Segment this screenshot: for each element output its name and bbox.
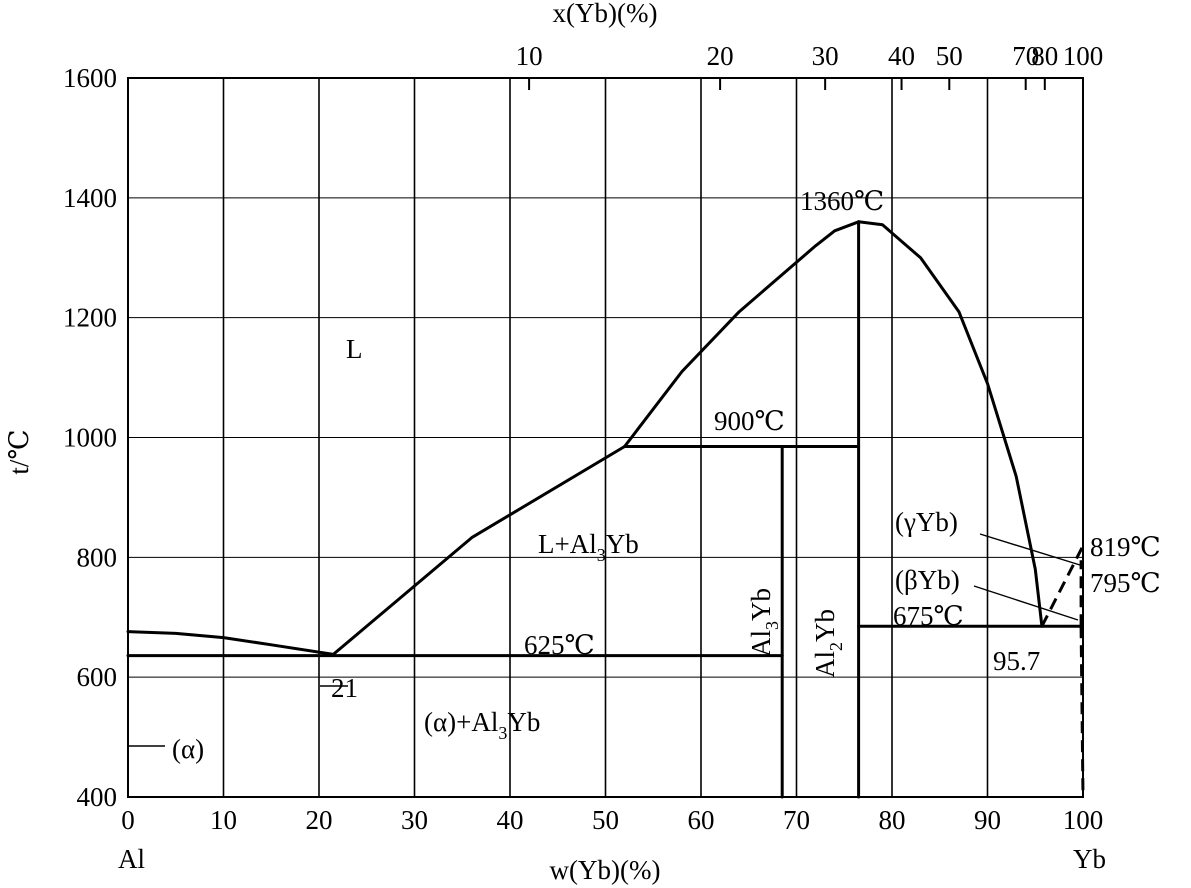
- top-tick-label: 50: [936, 41, 963, 71]
- phase-boundary: [126, 630, 335, 656]
- grid: [128, 78, 1083, 797]
- top-tick-label: 40: [888, 41, 915, 71]
- label-gamma-yb: (γYb): [895, 507, 958, 537]
- label-leaders: [128, 533, 1081, 747]
- x-tick-label: 0: [121, 805, 135, 835]
- y-axis-title: t/℃: [4, 429, 34, 474]
- x-top-axis-title: x(Yb)(%): [553, 0, 658, 28]
- element-label-yb: Yb: [1073, 844, 1106, 874]
- y-tick-label: 800: [77, 542, 118, 572]
- label-eutectic-21: 21: [331, 673, 358, 703]
- phase-boundary-dashed: [1079, 626, 1085, 798]
- region-liquid: L: [346, 334, 363, 364]
- y-tick-label: 1400: [63, 183, 117, 213]
- element-label-al: Al: [118, 844, 145, 874]
- y-tick-label: 600: [77, 662, 118, 692]
- label-795c: 795℃: [1090, 568, 1161, 598]
- x-axis-title: w(Yb)(%): [550, 855, 661, 885]
- top-tick-label: 30: [812, 41, 839, 71]
- top-tick-label: 100: [1063, 41, 1104, 71]
- label-625c: 625℃: [524, 630, 595, 660]
- top-tick-label: 20: [707, 41, 734, 71]
- region-liquid-al3yb: L+Al3Yb: [538, 529, 639, 565]
- x-tick-label: 20: [306, 805, 333, 835]
- y-tick-label: 1600: [63, 63, 117, 93]
- phase-boundary: [623, 220, 861, 448]
- label-675c: 675℃: [893, 601, 964, 631]
- x-tick-label: 70: [783, 805, 810, 835]
- x-tick-label: 10: [210, 805, 237, 835]
- phase-boundaries: [126, 220, 1085, 799]
- phase-al3yb: Al3Yb: [746, 588, 782, 657]
- x-tick-label: 80: [879, 805, 906, 835]
- x-tick-label: 90: [974, 805, 1001, 835]
- label-900c: 900℃: [714, 406, 785, 436]
- top-tick-label: 80: [1031, 41, 1058, 71]
- label-1360c: 1360℃: [800, 186, 884, 216]
- phase-boundary: [331, 445, 627, 656]
- leader-line: [979, 533, 1081, 566]
- label-beta-yb: (βYb): [895, 565, 960, 595]
- x-tick-label: 60: [688, 805, 715, 835]
- region-alpha-al3yb: (α)+Al3Yb: [424, 707, 540, 743]
- y-tick-label: 1200: [63, 303, 117, 333]
- phase-boundary: [857, 220, 1044, 628]
- top-tick-label: 10: [516, 41, 543, 71]
- x-tick-label: 50: [592, 805, 619, 835]
- phase-al2yb: Al2Yb: [810, 609, 846, 678]
- label-95-7: 95.7: [993, 646, 1040, 676]
- top-tick-label: 70: [1012, 41, 1039, 71]
- leader-line: [973, 585, 1079, 621]
- phase-boundary-dashed: [1040, 545, 1085, 627]
- label-819c: 819℃: [1090, 532, 1161, 562]
- y-tick-label: 400: [77, 782, 118, 812]
- y-tick-label: 1000: [63, 423, 117, 453]
- region-alpha: (α): [172, 734, 204, 764]
- x-tick-label: 40: [497, 805, 524, 835]
- tick-marks: [528, 78, 1084, 90]
- x-tick-label: 100: [1063, 805, 1104, 835]
- x-tick-label: 30: [401, 805, 428, 835]
